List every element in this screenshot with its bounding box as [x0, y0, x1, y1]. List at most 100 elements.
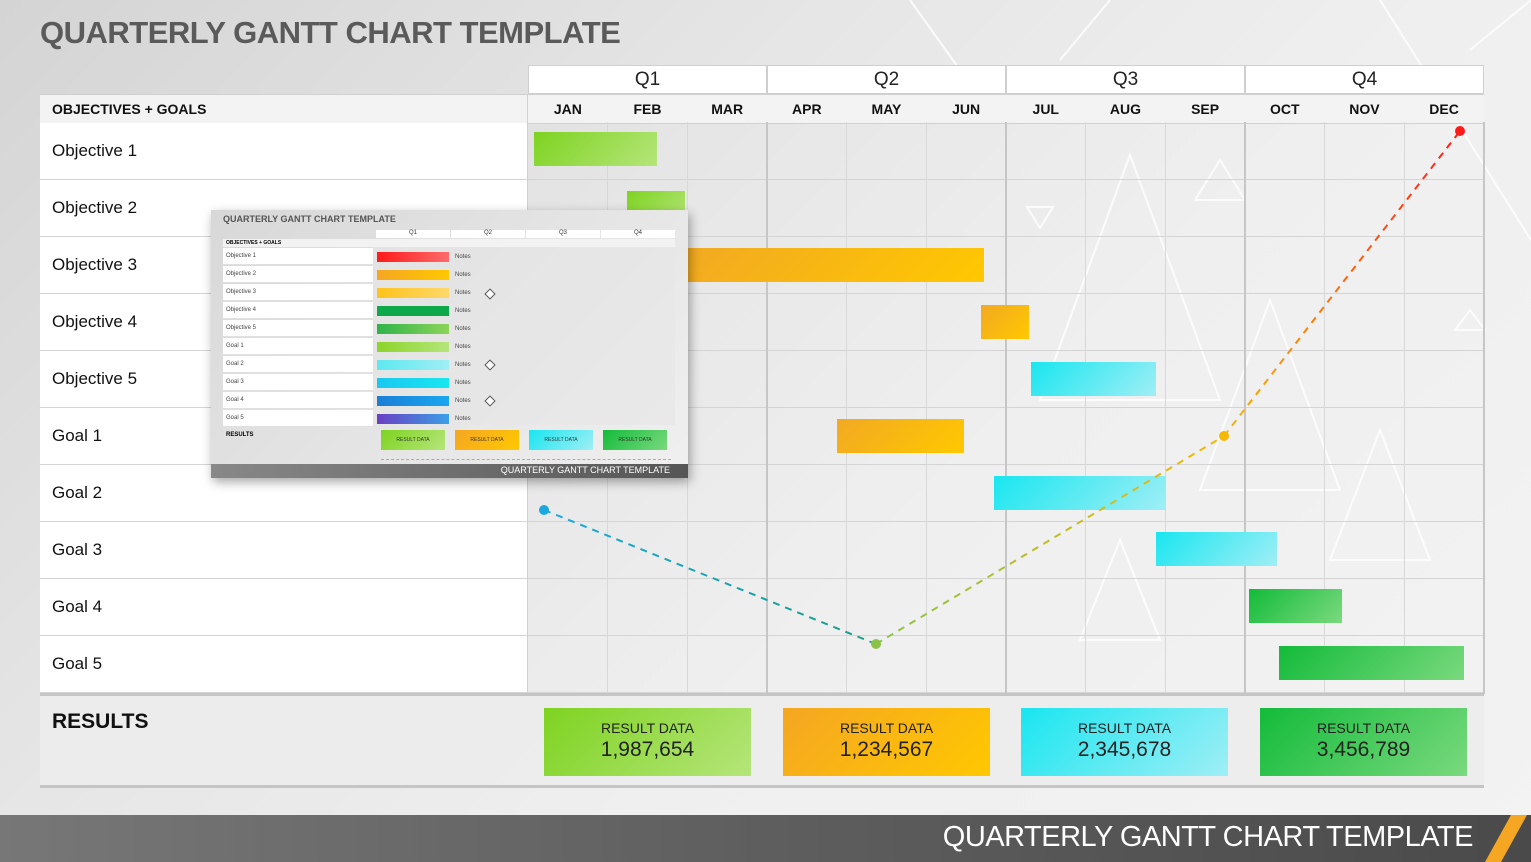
- thumb-row: Objective 5: [223, 320, 373, 337]
- gantt-bar-objective-3[interactable]: [685, 248, 984, 282]
- objectives-goals-header: OBJECTIVES + GOALS: [40, 95, 528, 123]
- thumb-row: Goal 3: [223, 374, 373, 391]
- grid-line: [1165, 122, 1166, 694]
- results-row: RESULTS RESULT DATA 1,987,654 RESULT DAT…: [40, 693, 1484, 788]
- result-value: 2,345,678: [1077, 738, 1172, 761]
- quarter-divider: [1005, 122, 1007, 694]
- thumb-results-label: RESULTS: [226, 432, 254, 438]
- thumb-q4: Q4: [601, 230, 675, 238]
- result-card-q1: RESULT DATA 1,987,654: [544, 708, 751, 776]
- gantt-bar-goal-5[interactable]: [1279, 646, 1464, 680]
- quarter-divider: [766, 122, 768, 694]
- gantt-bar-objective-4[interactable]: [981, 305, 1029, 339]
- gantt-bar-goal-2[interactable]: [994, 476, 1166, 510]
- thumb-result: RESULT DATA: [529, 430, 593, 450]
- month-header: OBJECTIVES + GOALS JAN FEB MAR APR MAY J…: [40, 94, 1484, 124]
- thumb-row: Objective 2: [223, 266, 373, 283]
- thumb-bar: [377, 378, 449, 388]
- grid-line: [1085, 122, 1086, 694]
- footer-title: QUARTERLY GANTT CHART TEMPLATE: [942, 821, 1474, 853]
- thumb-row: Goal 1: [223, 338, 373, 355]
- thumbnail-footer: QUARTERLY GANTT CHART TEMPLATE: [211, 464, 688, 478]
- result-label: RESULT DATA: [1077, 720, 1172, 736]
- thumb-notes: Notes: [455, 362, 471, 368]
- page-title: QUARTERLY GANTT CHART TEMPLATE: [40, 15, 621, 50]
- thumb-q1: Q1: [376, 230, 450, 238]
- right-border: [1483, 122, 1485, 694]
- thumb-notes: Notes: [455, 308, 471, 314]
- month-oct: OCT: [1269, 101, 1300, 117]
- result-label: RESULT DATA: [1316, 720, 1411, 736]
- thumb-bar: [377, 396, 449, 406]
- result-label: RESULT DATA: [600, 720, 695, 736]
- thumb-bar: [377, 342, 449, 352]
- thumb-q3: Q3: [526, 230, 600, 238]
- thumb-bar: [377, 324, 449, 334]
- month-dec: DEC: [1429, 101, 1459, 117]
- quarter-header: Q1 Q2 Q3 Q4: [528, 65, 1484, 94]
- result-value: 3,456,789: [1316, 738, 1411, 761]
- thumb-row: Goal 5: [223, 410, 373, 427]
- result-card-q4: RESULT DATA 3,456,789: [1260, 708, 1467, 776]
- thumb-row: Objective 4: [223, 302, 373, 319]
- thumb-trend-line: [381, 459, 671, 460]
- thumb-header: OBJECTIVES + GOALS: [223, 239, 675, 247]
- table-row: Objective 1: [40, 123, 1484, 180]
- thumb-q2: Q2: [451, 230, 525, 238]
- gantt-bar-objective-5[interactable]: [1031, 362, 1156, 396]
- quarter-q1: Q1: [529, 66, 768, 93]
- quarter-q4: Q4: [1351, 69, 1378, 90]
- row-label: Goal 4: [40, 579, 528, 635]
- gantt-bar-goal-3[interactable]: [1156, 532, 1277, 566]
- result-label: RESULT DATA: [839, 720, 934, 736]
- thumb-notes: Notes: [455, 380, 471, 386]
- thumb-notes: Notes: [455, 254, 471, 260]
- table-row: Goal 5: [40, 636, 1484, 693]
- quarter-q2: Q2: [768, 66, 1007, 93]
- thumb-bar: [377, 414, 449, 424]
- thumb-row: Goal 2: [223, 356, 373, 373]
- grid-line: [846, 122, 847, 694]
- thumbnail-title: QUARTERLY GANTT CHART TEMPLATE: [223, 214, 396, 224]
- thumb-notes: Notes: [455, 344, 471, 350]
- month-apr: APR: [792, 101, 822, 117]
- month-nov: NOV: [1349, 101, 1380, 117]
- gantt-bar-goal-1[interactable]: [837, 419, 964, 453]
- thumb-row: Goal 4: [223, 392, 373, 409]
- grid-line: [926, 122, 927, 694]
- footer-bar: QUARTERLY GANTT CHART TEMPLATE: [0, 815, 1531, 862]
- month-mar: MAR: [711, 101, 744, 117]
- row-label: Objective 1: [40, 123, 528, 179]
- thumb-notes: Notes: [455, 398, 471, 404]
- gantt-bar-goal-4[interactable]: [1249, 589, 1342, 623]
- month-jan: JAN: [553, 101, 582, 117]
- thumb-bar: [377, 270, 449, 280]
- row-label: Goal 3: [40, 522, 528, 578]
- gantt-bar-objective-1[interactable]: [534, 132, 657, 166]
- quarter-q3: Q3: [1007, 66, 1246, 93]
- row-label: Goal 5: [40, 636, 528, 692]
- template-thumbnail-preview[interactable]: QUARTERLY GANTT CHART TEMPLATE Q1 Q2 Q3 …: [211, 210, 688, 478]
- result-card-q3: RESULT DATA 2,345,678: [1021, 708, 1228, 776]
- table-row: Goal 4: [40, 579, 1484, 636]
- result-card-q2: RESULT DATA 1,234,567: [783, 708, 990, 776]
- thumb-bar: [377, 252, 449, 262]
- thumb-bar: [377, 306, 449, 316]
- thumb-result: RESULT DATA: [381, 430, 445, 450]
- thumbnail-footer-text: QUARTERLY GANTT CHART TEMPLATE: [500, 465, 670, 475]
- month-aug: AUG: [1109, 101, 1141, 117]
- thumb-notes: Notes: [455, 416, 471, 422]
- result-value: 1,234,567: [839, 738, 934, 761]
- thumb-bar: [377, 288, 449, 298]
- thumb-notes: Notes: [455, 290, 471, 296]
- thumb-bar: [377, 360, 449, 370]
- month-feb: FEB: [633, 101, 662, 117]
- month-jun: JUN: [952, 101, 981, 117]
- thumb-result: RESULT DATA: [603, 430, 667, 450]
- accent-slash-icon: [1485, 815, 1527, 862]
- result-value: 1,987,654: [600, 738, 695, 761]
- grid-line: [1404, 122, 1405, 694]
- thumb-row: Objective 1: [223, 248, 373, 265]
- gantt-chart: Q1 Q2 Q3 Q4 OBJECTIVES + GOALS JAN FEB M…: [40, 65, 1485, 788]
- quarter-divider: [1244, 122, 1246, 694]
